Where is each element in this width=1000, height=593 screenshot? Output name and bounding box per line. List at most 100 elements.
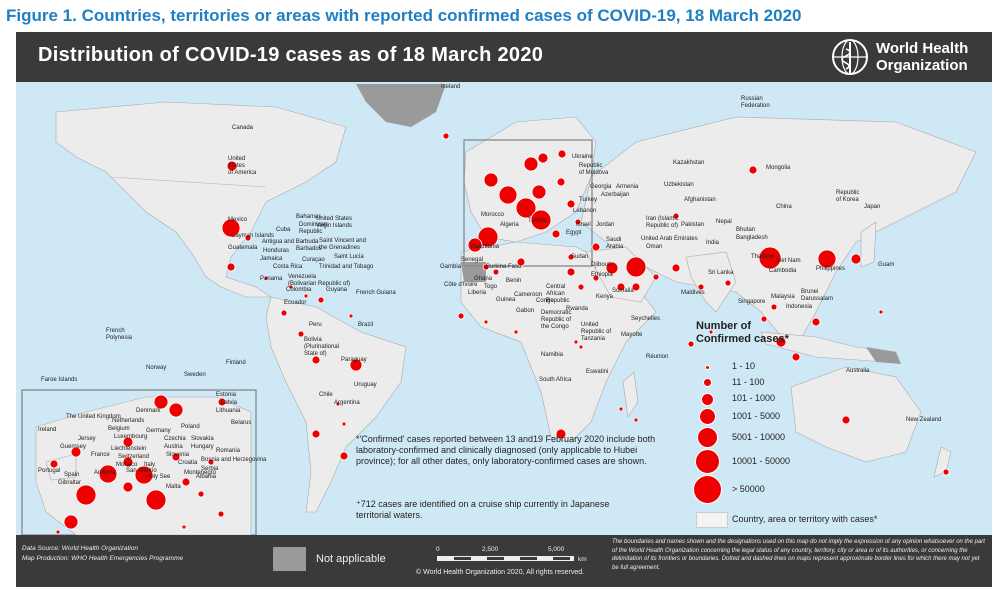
case-marker — [605, 261, 619, 275]
copyright: © World Health Organization 2020, All ri… — [416, 569, 585, 576]
map-label: Thailand — [751, 254, 775, 260]
inset-label: Finland — [226, 360, 246, 366]
country-with-cases-swatch — [696, 512, 728, 528]
map-label: Republic of Korea — [836, 190, 860, 203]
case-marker — [817, 249, 837, 269]
map-label: Russian Federation — [741, 96, 770, 109]
case-marker — [153, 394, 169, 410]
map-label: Iran (Islamic Republic of) — [646, 216, 679, 229]
legend-title: Number of Confirmed cases* — [696, 320, 789, 345]
north-america — [55, 101, 347, 298]
map-label: Cambodia — [769, 268, 797, 274]
map-label: Saudi Arabia — [606, 237, 624, 250]
map-label: Algeria — [500, 222, 519, 228]
legend-label: 11 - 100 — [732, 377, 765, 387]
map-label: Oman — [646, 244, 663, 250]
scale-tick: 0 — [436, 546, 440, 553]
legend-label: 1 - 10 — [732, 361, 756, 371]
inset-label: Switzerland — [118, 454, 150, 460]
inset-label: Bosnia and Herzegovina — [201, 457, 267, 463]
inset-label: Latvia — [221, 400, 238, 406]
case-marker — [217, 510, 225, 518]
map-label: Azerbaijan — [601, 192, 630, 198]
confirmed-cases-note: *'Confirmed' cases reported between 13 a… — [356, 434, 656, 466]
map-label: Panama — [260, 276, 283, 282]
legend-marker — [695, 449, 720, 474]
map-label: Dominican Republic — [299, 222, 328, 235]
map-label: Uruguay — [354, 382, 377, 388]
map-label: Colombia — [286, 287, 312, 293]
map-label: Democratic Republic of the Congo — [541, 310, 572, 330]
map-label: Namibia — [541, 352, 564, 358]
case-marker — [122, 481, 134, 493]
map-label: Armenia — [616, 184, 639, 190]
case-marker — [498, 185, 518, 205]
map-label: United States Virgin Islands — [316, 216, 353, 229]
case-marker — [697, 283, 705, 291]
inset-label: Ireland — [38, 427, 57, 433]
inset-case-markers — [49, 394, 227, 535]
map-label: Indonesia — [786, 304, 813, 310]
map-label: Ethiopia — [591, 272, 613, 278]
case-marker — [207, 458, 215, 466]
case-marker — [523, 156, 539, 172]
case-marker — [217, 397, 227, 407]
case-marker — [244, 234, 252, 242]
map-label: Egypt — [566, 230, 582, 236]
case-marker — [349, 358, 363, 372]
case-marker — [633, 417, 639, 423]
case-marker — [671, 263, 681, 273]
case-marker — [573, 339, 579, 345]
case-marker — [557, 149, 567, 159]
case-marker — [482, 263, 490, 271]
map-label: Cameroon — [514, 292, 543, 298]
map-label: Mayotte — [621, 332, 643, 338]
map-label: India — [706, 240, 720, 246]
inset-label: Slovenia — [166, 452, 190, 458]
case-marker — [631, 282, 641, 292]
legend-label: 5001 - 10000 — [732, 432, 786, 442]
legend-label: 101 - 1000 — [732, 393, 776, 403]
legend-marker — [703, 378, 712, 387]
inset-label: Faroe Islands — [41, 377, 78, 383]
case-marker — [49, 459, 59, 469]
case-marker — [791, 352, 801, 362]
europe — [463, 116, 597, 243]
map-label: New Zealand — [906, 417, 942, 423]
legend-marker — [693, 475, 722, 504]
map-label: Honduras — [263, 248, 290, 254]
map-label: Guam — [878, 262, 895, 268]
case-marker — [513, 329, 519, 335]
map-label: Gambia — [440, 264, 462, 270]
map-label: Costa Rica — [273, 264, 303, 270]
inset-label: Montenegro — [184, 470, 217, 476]
case-marker — [724, 279, 732, 287]
map-label: Curaçao — [302, 257, 325, 263]
case-marker — [616, 282, 626, 292]
case-marker — [348, 313, 354, 319]
map-label: Viet Nam — [776, 258, 801, 264]
inset-label: Gibraltar — [58, 480, 82, 486]
inset-label: Albania — [196, 474, 217, 480]
map-label: Trinidad and Tobago — [319, 264, 374, 270]
map-frame: Distribution of COVID-19 cases as of 18 … — [16, 32, 992, 587]
case-marker — [574, 218, 582, 226]
map-label: Australia — [846, 368, 870, 374]
case-marker — [618, 406, 624, 412]
map-label: Kenya — [596, 294, 614, 300]
case-marker — [134, 465, 154, 485]
inset-label: Italy — [144, 462, 156, 468]
case-marker — [811, 317, 821, 327]
case-marker — [567, 253, 575, 261]
map-label: Guyana — [326, 287, 348, 293]
map-label: Argentina — [334, 400, 360, 406]
case-marker — [537, 152, 549, 164]
map-label: Peru — [309, 322, 322, 328]
map-label: Afghanistan — [684, 197, 716, 203]
inset-label: Austria — [164, 444, 183, 450]
case-marker — [748, 165, 758, 175]
inset-label: Poland — [181, 424, 200, 430]
inset-label: Czechia — [164, 436, 186, 442]
map-label: Seychelles — [631, 316, 661, 322]
case-marker — [145, 489, 167, 511]
